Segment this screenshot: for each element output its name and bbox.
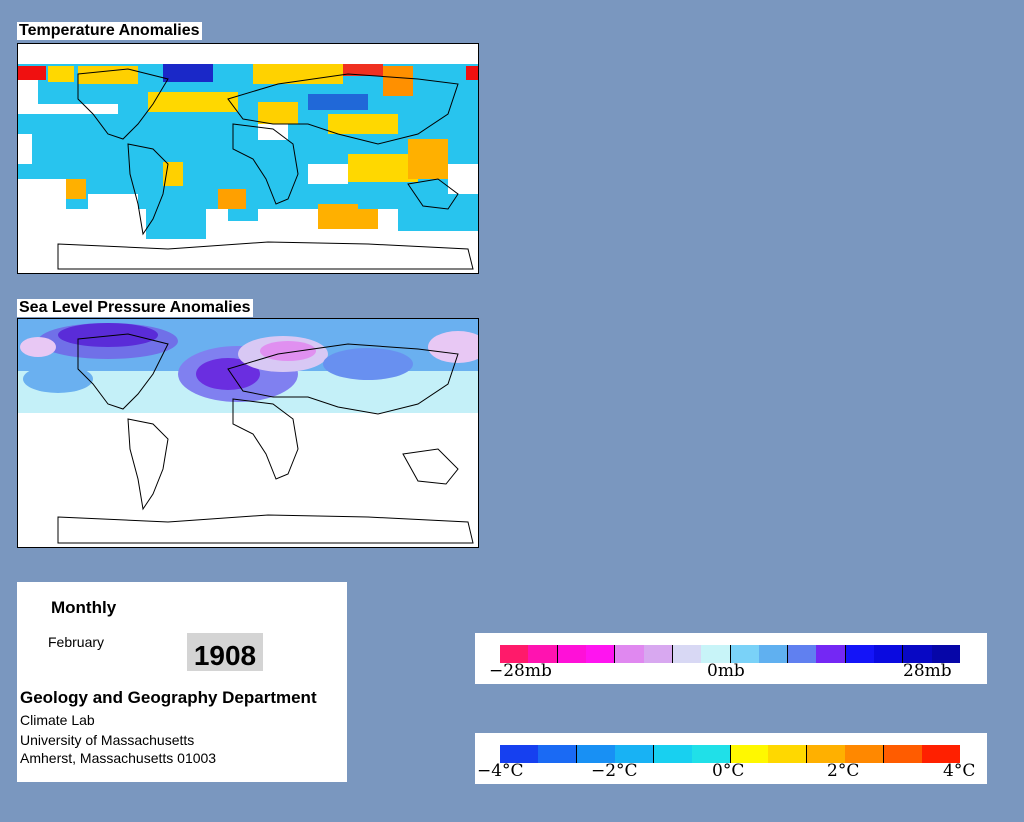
temperature-title: Temperature Anomalies bbox=[17, 22, 202, 40]
temp-label-2: 2°C bbox=[827, 761, 860, 781]
pressure-swatch-5 bbox=[643, 645, 673, 663]
pressure-swatch-9 bbox=[758, 645, 789, 663]
temperature-swatch-2 bbox=[576, 745, 615, 763]
month-label: February bbox=[48, 634, 105, 650]
pressure-title: Sea Level Pressure Anomalies bbox=[17, 299, 253, 317]
temp-label-zero: 0°C bbox=[712, 761, 745, 781]
temperature-swatch-10 bbox=[884, 745, 923, 763]
pressure-label-zero: 0mb bbox=[707, 661, 745, 681]
university-label: University of Massachusetts bbox=[20, 732, 195, 748]
pressure-swatch-14 bbox=[903, 645, 932, 663]
pressure-swatch-12 bbox=[845, 645, 875, 663]
pressure-swatch-8 bbox=[730, 645, 759, 663]
temperature-swatch-4 bbox=[653, 745, 692, 763]
pressure-swatch-11 bbox=[816, 645, 846, 663]
pressure-legend: −28mb 0mb 28mb bbox=[475, 633, 987, 684]
frequency-label: Monthly bbox=[51, 598, 117, 617]
temperature-legend: −4°C −2°C 0°C 2°C 4°C bbox=[475, 733, 987, 784]
temperature-anomaly-field bbox=[18, 44, 478, 273]
pressure-swatch-10 bbox=[788, 645, 817, 663]
pressure-swatch-15 bbox=[931, 645, 960, 663]
pressure-anomaly-field bbox=[18, 319, 478, 413]
pressure-swatch-0 bbox=[500, 645, 529, 663]
temperature-swatch-5 bbox=[691, 745, 731, 763]
info-box: Monthly February 1908 Geology and Geogra… bbox=[17, 582, 347, 782]
temp-label-4: 4°C bbox=[943, 761, 976, 781]
temperature-swatch-0 bbox=[500, 745, 538, 763]
pressure-swatch-4 bbox=[615, 645, 644, 663]
department-label: Geology and Geography Department bbox=[20, 688, 317, 707]
pressure-map bbox=[17, 318, 479, 548]
temperature-colorbar bbox=[500, 745, 961, 763]
pressure-coastlines bbox=[57, 333, 474, 544]
temperature-swatch-9 bbox=[845, 745, 885, 763]
pressure-swatch-13 bbox=[874, 645, 904, 663]
temperature-coastlines bbox=[57, 68, 474, 270]
temp-label-minus2: −2°C bbox=[591, 761, 638, 781]
temperature-swatch-8 bbox=[807, 745, 846, 763]
pressure-swatch-3 bbox=[585, 645, 616, 663]
pressure-swatch-6 bbox=[672, 645, 702, 663]
temperature-swatch-7 bbox=[768, 745, 808, 763]
pressure-swatch-7 bbox=[701, 645, 731, 663]
address-label: Amherst, Massachusetts 01003 bbox=[20, 750, 217, 766]
temp-label-minus4: −4°C bbox=[477, 761, 524, 781]
temperature-swatch-6 bbox=[730, 745, 769, 763]
temperature-map bbox=[17, 43, 479, 274]
pressure-label-max: 28mb bbox=[903, 661, 952, 681]
pressure-swatch-2 bbox=[557, 645, 586, 663]
pressure-swatch-1 bbox=[528, 645, 558, 663]
lab-label: Climate Lab bbox=[20, 712, 95, 728]
pressure-colorbar bbox=[500, 645, 960, 663]
year-display: 1908 bbox=[187, 633, 263, 671]
temperature-swatch-1 bbox=[537, 745, 577, 763]
pressure-label-min: −28mb bbox=[489, 661, 552, 681]
temperature-swatch-11 bbox=[922, 745, 961, 763]
temperature-swatch-3 bbox=[614, 745, 654, 763]
